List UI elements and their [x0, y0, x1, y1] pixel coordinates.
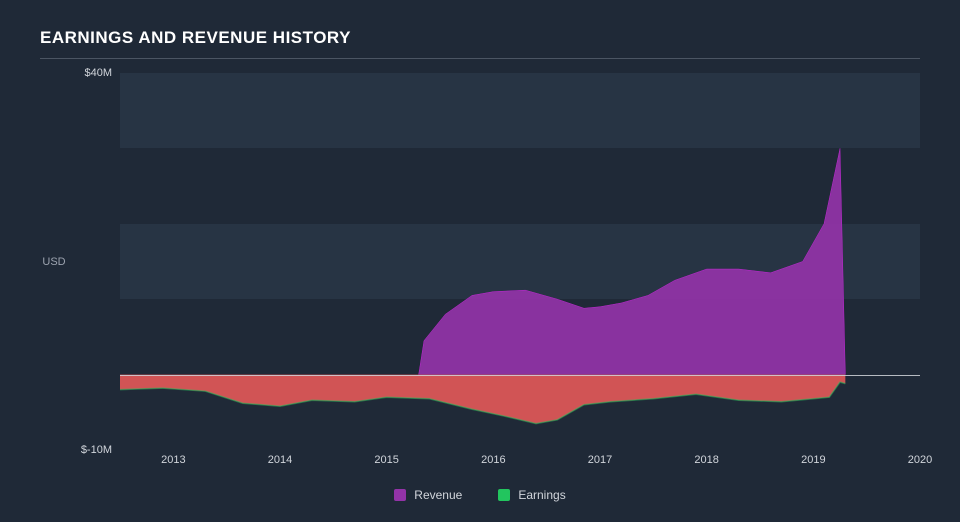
x-tick-label: 2013	[161, 454, 185, 466]
chart-container: EARNINGS AND REVENUE HISTORY USD $40M$-1…	[0, 0, 960, 522]
zero-line	[120, 375, 920, 376]
legend: Revenue Earnings	[40, 488, 920, 502]
x-tick-label: 2020	[908, 454, 932, 466]
chart-body: USD $40M$-10M	[40, 73, 920, 450]
legend-item-revenue: Revenue	[394, 488, 462, 502]
x-axis-ticks: 20132014201520162017201820192020	[120, 450, 920, 468]
x-tick-label: 2019	[801, 454, 825, 466]
chart-wrap: USD $40M$-10M 2013 2014 2015 2016 2017 2018 20…	[40, 73, 920, 502]
plot-area	[120, 73, 920, 450]
x-tick-label: 2017	[588, 454, 612, 466]
y-axis-ticks: $40M$-10M	[68, 73, 120, 450]
legend-label: Earnings	[518, 488, 565, 502]
revenue-area	[419, 148, 846, 374]
legend-label: Revenue	[414, 488, 462, 502]
x-tick-label: 2018	[694, 454, 718, 466]
x-tick-label: 2015	[374, 454, 398, 466]
y-tick-label: $-10M	[81, 444, 112, 456]
x-tick-label: 2014	[268, 454, 292, 466]
y-tick-label: $40M	[84, 67, 112, 79]
x-tick-label: 2016	[481, 454, 505, 466]
legend-swatch	[394, 489, 406, 501]
chart-svg	[120, 73, 920, 450]
legend-item-earnings: Earnings	[498, 488, 565, 502]
y-axis-label: USD	[40, 73, 68, 450]
legend-swatch	[498, 489, 510, 501]
chart-title: EARNINGS AND REVENUE HISTORY	[40, 28, 920, 59]
